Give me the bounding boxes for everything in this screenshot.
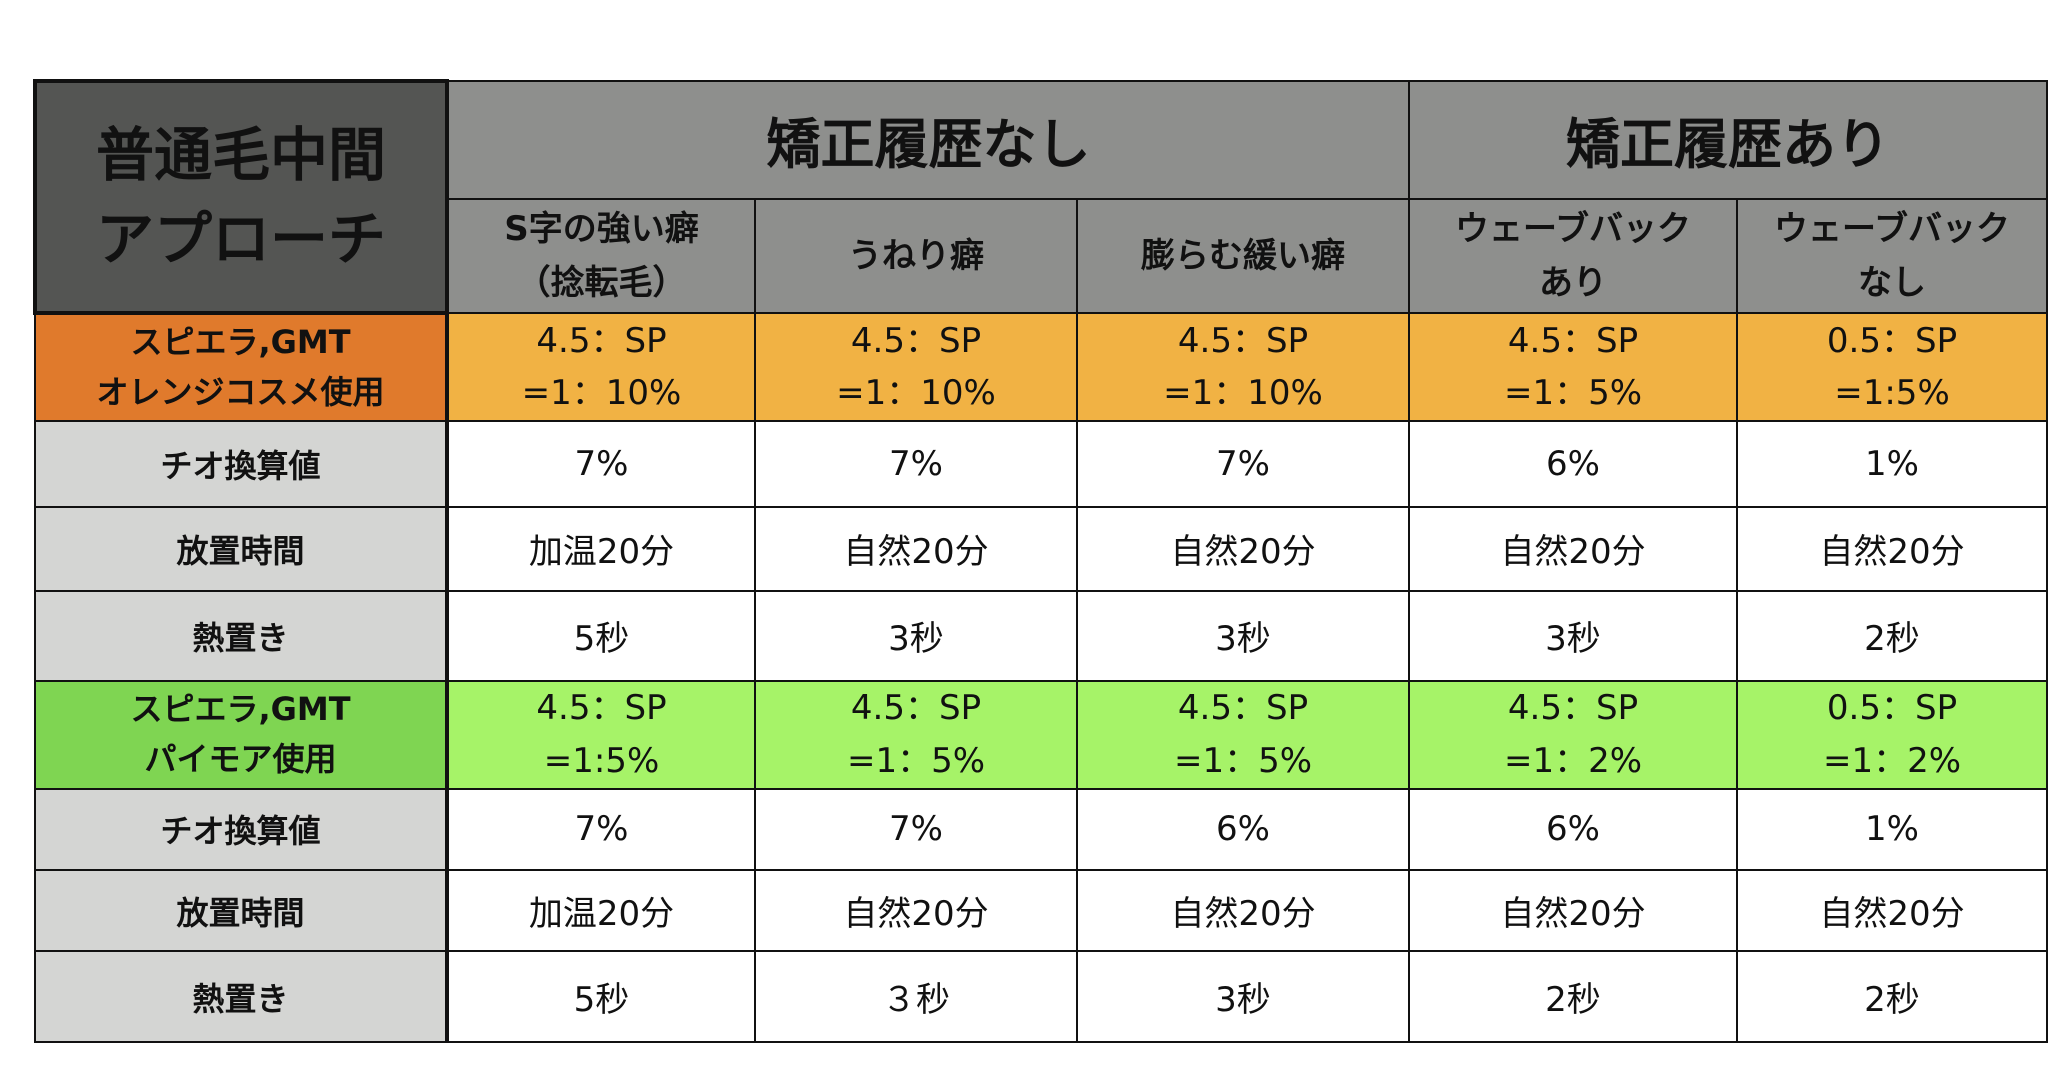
ratio-cell: 4.5：SP =1：5%	[1408, 312, 1738, 423]
ratio-cell: 4.5：SP =1：10%	[1076, 312, 1410, 423]
corner-title: 普通毛中間 アプローチ	[33, 78, 449, 316]
table-cell: 6%	[1408, 420, 1738, 508]
approach-table: 普通毛中間 アプローチ 矯正履歴なし 矯正履歴あり S字の強い癖 （捻転毛） う…	[33, 78, 2048, 1043]
table-cell: 自然20分	[754, 505, 1078, 593]
row-label-time: 放置時間	[34, 505, 448, 593]
ratio-line2: =1：10%	[1163, 373, 1323, 414]
table-cell: 5秒	[445, 950, 756, 1043]
table-cell: 2秒	[1736, 590, 2048, 682]
ratio-line1: 4.5：SP	[1507, 687, 1639, 728]
table-cell: 自然20分	[1736, 505, 2048, 593]
ratio-cell: 4.5：SP =1：5%	[754, 679, 1078, 790]
ratio-line2: =1:5%	[1834, 373, 1950, 414]
row-label-heat: 熱置き	[34, 950, 448, 1043]
subheader-line2: あり	[1539, 262, 1607, 303]
subheader-line2: （捻転毛）	[516, 262, 687, 303]
subheader-waveback-yes: ウェーブバック あり	[1408, 197, 1738, 315]
ratio-cell: 4.5：SP =1：10%	[754, 312, 1078, 423]
ratio-line1: 4.5：SP	[536, 320, 667, 361]
table-cell: 3秒	[754, 590, 1078, 682]
ratio-cell: 0.5：SP =1:5%	[1736, 312, 2048, 423]
table-cell: 7%	[754, 787, 1078, 872]
section-label-line2: パイモア使用	[144, 739, 337, 778]
table-cell: 1%	[1736, 420, 2048, 508]
row-label-heat: 熱置き	[34, 590, 448, 682]
section-label-line1: スピエラ,GMT	[130, 689, 351, 728]
group-header-with-history: 矯正履歴あり	[1408, 80, 2048, 200]
table-cell: 6%	[1076, 787, 1410, 872]
ratio-line1: 4.5：SP	[1177, 687, 1309, 728]
table-cell: 自然20分	[754, 868, 1078, 953]
group-header-no-history: 矯正履歴なし	[445, 80, 1410, 200]
ratio-line2: =1：5%	[1173, 740, 1313, 781]
table-cell: 7%	[1076, 420, 1410, 508]
ratio-line1: 0.5：SP	[1826, 687, 1958, 728]
table-cell: 7%	[754, 420, 1078, 508]
ratio-line1: 4.5：SP	[850, 320, 982, 361]
subheader-wavy: うねり癖	[754, 197, 1078, 315]
table-cell: 2秒	[1736, 950, 2048, 1043]
section1-label: スピエラ,GMT オレンジコスメ使用	[34, 312, 448, 423]
ratio-line1: 0.5：SP	[1826, 320, 1958, 361]
ratio-line1: 4.5：SP	[536, 687, 667, 728]
subheader-line1: うねり癖	[848, 235, 984, 276]
table-cell: ３秒	[754, 950, 1078, 1043]
subheader-line2: なし	[1858, 262, 1926, 303]
table-cell: 1%	[1736, 787, 2048, 872]
ratio-line2: =1：10%	[836, 373, 996, 414]
subheader-line1: ウェーブバック	[1455, 208, 1691, 249]
table-cell: 3秒	[1076, 950, 1410, 1043]
ratio-line2: =1：5%	[1503, 373, 1643, 414]
table-cell: 2秒	[1408, 950, 1738, 1043]
ratio-line1: 4.5：SP	[1177, 320, 1309, 361]
ratio-cell: 4.5：SP =1：10%	[445, 312, 756, 423]
table-cell: 加温20分	[445, 868, 756, 953]
ratio-line2: =1：2%	[1822, 740, 1962, 781]
subheader-s-curl: S字の強い癖 （捻転毛）	[445, 197, 756, 315]
row-label-time: 放置時間	[34, 868, 448, 953]
ratio-cell: 4.5：SP =1：2%	[1408, 679, 1738, 790]
corner-title-line2: アプローチ	[95, 205, 386, 274]
subheader-waveback-no: ウェーブバック なし	[1736, 197, 2048, 315]
ratio-cell: 0.5：SP =1：2%	[1736, 679, 2048, 790]
row-label-thio: チオ換算値	[34, 420, 448, 508]
table-cell: 3秒	[1076, 590, 1410, 682]
table-cell: 自然20分	[1736, 868, 2048, 953]
ratio-line1: 4.5：SP	[1507, 320, 1639, 361]
ratio-line1: 4.5：SP	[850, 687, 982, 728]
corner-title-line1: 普通毛中間	[95, 121, 386, 190]
table-cell: 自然20分	[1076, 868, 1410, 953]
table-cell: 3秒	[1408, 590, 1738, 682]
ratio-line2: =1：10%	[521, 373, 682, 414]
section-label-line2: オレンジコスメ使用	[96, 372, 385, 411]
row-label-thio: チオ換算値	[34, 787, 448, 872]
table-cell: 加温20分	[445, 505, 756, 593]
table-cell: 7%	[445, 787, 756, 872]
table-cell: 6%	[1408, 787, 1738, 872]
subheader-line1: ウェーブバック	[1774, 208, 2010, 249]
ratio-line2: =1：5%	[846, 740, 986, 781]
section-label-line1: スピエラ,GMT	[130, 323, 351, 362]
subheader-swelling: 膨らむ緩い癖	[1076, 197, 1410, 315]
ratio-cell: 4.5：SP =1:5%	[445, 679, 756, 790]
section2-label: スピエラ,GMT パイモア使用	[34, 679, 448, 790]
table-cell: 自然20分	[1408, 505, 1738, 593]
table-cell: 自然20分	[1408, 868, 1738, 953]
table-cell: 7%	[445, 420, 756, 508]
ratio-cell: 4.5：SP =1：5%	[1076, 679, 1410, 790]
table-cell: 5秒	[445, 590, 756, 682]
ratio-line2: =1:5%	[543, 740, 660, 781]
subheader-line1: 膨らむ緩い癖	[1141, 235, 1345, 276]
table-cell: 自然20分	[1076, 505, 1410, 593]
subheader-line1: S字の強い癖	[504, 208, 699, 249]
ratio-line2: =1：2%	[1503, 740, 1643, 781]
